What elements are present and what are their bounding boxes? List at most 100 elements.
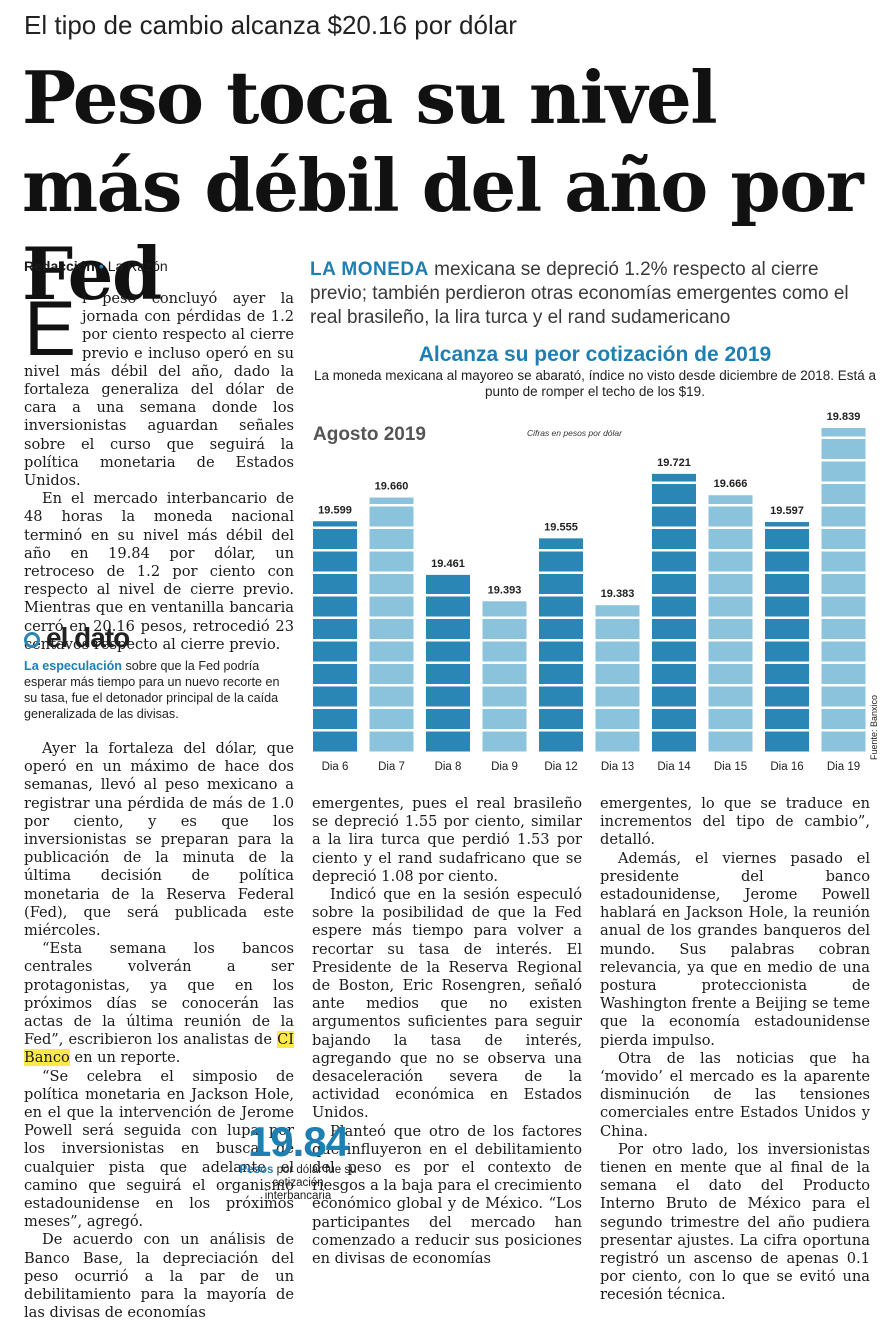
article-column-2: emergentes, pues el real brasileño se de…: [312, 795, 582, 1268]
bar-segment: [765, 709, 809, 729]
bar-segment: [426, 641, 470, 662]
chart-bar-1: [313, 521, 357, 752]
bar-segment: [708, 619, 753, 639]
chart-subtitle: La moneda mexicana al mayoreo se abarató…: [313, 368, 877, 399]
bar-segment: [539, 596, 583, 617]
bar-segment: [369, 709, 414, 729]
bar-segment: [369, 497, 414, 504]
bar-segment: [821, 641, 866, 662]
bar-segment: [313, 619, 357, 639]
bar-segment: [821, 709, 866, 729]
bar-segment: [765, 619, 809, 639]
chart-source: Fuente: Banxico: [869, 695, 879, 760]
chart-category-label: Dia 6: [322, 761, 349, 773]
bar-segment: [652, 574, 696, 594]
el-dato-highlight: La especulación: [24, 659, 122, 673]
bar-segment: [369, 529, 414, 549]
chart-category-label: Dia 15: [714, 761, 747, 773]
bar-segment: [765, 641, 809, 662]
bar-segment: [595, 664, 640, 684]
bar-segment: [821, 484, 866, 504]
bar-segment: [595, 686, 640, 707]
bar-segment: [821, 686, 866, 707]
bar-segment: [369, 574, 414, 594]
bar-segment: [821, 731, 866, 752]
bar-segment: [652, 551, 696, 572]
article-paragraph: Indicó que en la sesión especuló sobre l…: [312, 886, 582, 1122]
chart-value-label: 19.721: [657, 457, 691, 469]
chart-units-note: Cifras en pesos por dólar: [527, 428, 623, 438]
el-dato-title-text: el dato: [46, 622, 130, 653]
article-paragraph: Por otro lado, los inversionistas tienen…: [600, 1140, 870, 1304]
bar-segment: [765, 664, 809, 684]
article-paragraph: Otra de las noticias que ha ‘movido’ el …: [600, 1049, 870, 1140]
bar-segment: [426, 574, 470, 594]
bar-chart: Agosto 2019 Cifras en pesos por dólar 19…: [313, 411, 879, 773]
bar-segment: [708, 709, 753, 729]
headline: Peso toca su nivel más débil del año por…: [22, 55, 864, 316]
chart-category-label: Dia 9: [491, 761, 518, 773]
bar-segment: [708, 596, 753, 617]
bar-segment: [482, 686, 527, 707]
bar-segment: [426, 731, 470, 752]
chart-period-label: Agosto 2019: [313, 424, 426, 445]
bar-segment: [652, 709, 696, 729]
bar-segment: [313, 596, 357, 617]
bar-segment: [426, 664, 470, 684]
bar-segment: [426, 619, 470, 639]
bar-segment: [821, 461, 866, 482]
chart-value-label: 19.597: [770, 505, 804, 517]
chart-value-label: 19.599: [318, 504, 352, 516]
bar-segment: [426, 709, 470, 729]
quote-end: en un reporte.: [69, 1049, 181, 1067]
paragraph-text: l peso concluyó ayer la jornada con pérd…: [24, 290, 294, 490]
chart-value-label: 19.383: [601, 588, 635, 600]
article-paragraph: “Se celebra el simposio de política mone…: [24, 1067, 294, 1231]
bar-segment: [708, 664, 753, 684]
bar-segment: [821, 506, 866, 527]
chart-category-label: Dia 16: [770, 761, 803, 773]
lead-paragraph: LA MONEDA mexicana se depreció 1.2% resp…: [310, 258, 880, 330]
chart-value-label: 19.461: [431, 558, 465, 570]
bar-segment: [765, 686, 809, 707]
big-number-caption: Pesos por dólar fue su cotización interb…: [238, 1164, 358, 1203]
bar-segment: [821, 551, 866, 572]
bar-segment: [708, 551, 753, 572]
bullet-icon: •: [98, 258, 104, 274]
bar-segment: [765, 522, 809, 527]
article-paragraph: Además, el viernes pasado el presidente …: [600, 849, 870, 1049]
big-number-value: 19.84: [247, 1118, 349, 1165]
bar-segment: [369, 596, 414, 617]
chart-title: Alcanza su peor cotización de 2019: [418, 343, 772, 366]
bar-segment: [539, 619, 583, 639]
bar-segment: [313, 641, 357, 662]
chart-category-label: Dia 19: [827, 761, 860, 773]
chart-bar-2: [369, 497, 414, 752]
bar-segment: [539, 538, 583, 549]
bar-segment: [313, 551, 357, 572]
bar-segment: [539, 686, 583, 707]
bar-segment: [313, 709, 357, 729]
bar-segment: [765, 529, 809, 549]
bar-segment: [708, 506, 753, 527]
big-number-box: 19.84 Pesos por dólar fue su cotización …: [238, 1120, 358, 1203]
chart-bar-5: [539, 538, 583, 752]
bar-segment: [765, 551, 809, 572]
chart-bar-7: [652, 473, 696, 752]
bar-segment: [313, 574, 357, 594]
chart-category-label: Dia 12: [544, 761, 577, 773]
article-paragraph: En el mercado interbancario de 48 horas …: [24, 490, 294, 653]
bar-segment: [765, 574, 809, 594]
bar-segment: [369, 551, 414, 572]
chart-bars: 19.599 Dia 6 19.660 Dia 7 19.461 Dia 8 19.393 D…: [313, 411, 866, 773]
bar-segment: [708, 641, 753, 662]
article-paragraph: emergentes, lo que se traduce en increme…: [600, 795, 870, 849]
bar-segment: [482, 641, 527, 662]
el-dato-title: el dato: [24, 622, 294, 654]
bar-segment: [652, 596, 696, 617]
bar-segment: [369, 641, 414, 662]
bar-segment: [313, 664, 357, 684]
bar-segment: [595, 641, 640, 662]
bar-segment: [821, 596, 866, 617]
